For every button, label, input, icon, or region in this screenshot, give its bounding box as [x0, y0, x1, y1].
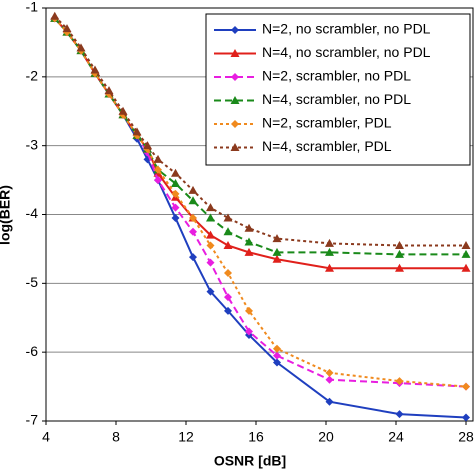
marker	[244, 247, 254, 256]
marker	[272, 234, 282, 243]
marker	[132, 127, 142, 136]
marker	[395, 240, 404, 249]
marker	[245, 327, 253, 336]
marker	[62, 24, 72, 33]
x-tick-label: 28	[458, 429, 474, 445]
x-axis-label: OSNR [dB]	[214, 453, 286, 469]
marker	[325, 397, 334, 406]
marker	[395, 263, 404, 272]
marker	[325, 263, 334, 272]
series-line	[54, 17, 467, 388]
marker	[273, 351, 281, 360]
legend-label: N=4, scrambler, no PDL	[262, 91, 411, 107]
x-tick-label: 8	[112, 429, 120, 445]
x-tick-label: 12	[178, 429, 194, 445]
marker	[462, 413, 470, 422]
marker	[395, 377, 404, 386]
marker	[224, 306, 232, 315]
marker	[206, 213, 215, 222]
marker	[325, 368, 334, 377]
marker	[273, 344, 281, 353]
marker	[230, 49, 240, 57]
y-tick-label: -2	[26, 68, 39, 84]
marker	[272, 247, 282, 256]
marker	[325, 247, 334, 256]
y-tick-label: -3	[26, 136, 39, 152]
legend-label: N=2, scrambler, no PDL	[262, 68, 411, 84]
marker	[231, 26, 239, 34]
marker	[171, 203, 180, 212]
marker	[206, 230, 215, 239]
marker	[245, 306, 253, 315]
legend-label: N=2, no scrambler, no PDL	[262, 21, 431, 37]
marker	[224, 269, 232, 278]
marker	[461, 263, 471, 272]
marker	[171, 213, 180, 222]
marker	[206, 241, 215, 250]
y-tick-label: -4	[26, 205, 39, 221]
marker	[206, 203, 215, 212]
marker	[154, 176, 162, 185]
legend-label: N=4, scrambler, PDL	[262, 138, 392, 154]
series-line	[54, 15, 466, 247]
marker	[462, 382, 470, 391]
marker	[188, 185, 198, 194]
legend: N=2, no scrambler, no PDL N=4, no scrambl…	[205, 13, 471, 166]
series-line	[54, 17, 467, 388]
y-tick-label: -6	[26, 343, 39, 359]
marker	[76, 43, 86, 52]
y-tick-label: -5	[26, 274, 39, 290]
series	[50, 11, 471, 249]
marker	[171, 168, 180, 177]
marker	[244, 223, 254, 232]
marker	[189, 213, 197, 222]
marker	[90, 65, 100, 74]
marker	[118, 106, 128, 115]
marker	[206, 258, 215, 267]
marker	[230, 96, 240, 104]
marker	[223, 240, 233, 249]
marker	[325, 238, 334, 247]
marker	[395, 249, 404, 258]
marker	[154, 165, 162, 174]
marker	[206, 287, 215, 296]
legend-label: N=4, no scrambler, no PDL	[262, 44, 431, 60]
marker	[171, 189, 180, 198]
marker	[231, 120, 239, 128]
plot-frame	[45, 7, 474, 422]
marker	[50, 11, 60, 20]
marker	[143, 141, 152, 150]
marker	[153, 154, 163, 163]
marker	[461, 240, 471, 249]
y-tick-label: -7	[26, 412, 39, 428]
marker	[272, 254, 282, 263]
y-axis-label: log(BER)	[0, 185, 13, 245]
y-tick-label: -1	[26, 0, 39, 15]
marker	[231, 73, 239, 81]
x-tick-label: 4	[42, 429, 50, 445]
marker	[230, 143, 240, 151]
marker	[395, 410, 404, 419]
marker	[104, 86, 114, 95]
marker	[189, 253, 197, 262]
marker	[189, 227, 197, 236]
marker	[223, 213, 233, 222]
legend-label: N=2, scrambler, PDL	[262, 115, 392, 131]
marker	[223, 227, 233, 236]
marker	[273, 358, 281, 367]
marker	[325, 375, 334, 384]
legend-box	[205, 13, 471, 166]
x-tick-label: 20	[318, 429, 334, 445]
marker	[244, 237, 254, 246]
marker	[171, 179, 180, 188]
marker	[188, 196, 198, 205]
marker	[224, 293, 232, 302]
x-tick-label: 24	[388, 429, 404, 445]
x-tick-label: 16	[248, 429, 264, 445]
marker	[461, 249, 471, 258]
